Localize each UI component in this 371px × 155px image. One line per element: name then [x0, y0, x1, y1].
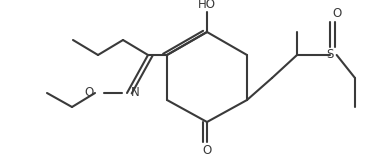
- Text: O: O: [84, 86, 93, 100]
- Text: S: S: [326, 49, 334, 62]
- Text: O: O: [332, 7, 342, 20]
- Text: N: N: [131, 86, 139, 100]
- Text: HO: HO: [198, 0, 216, 11]
- Text: O: O: [202, 144, 211, 155]
